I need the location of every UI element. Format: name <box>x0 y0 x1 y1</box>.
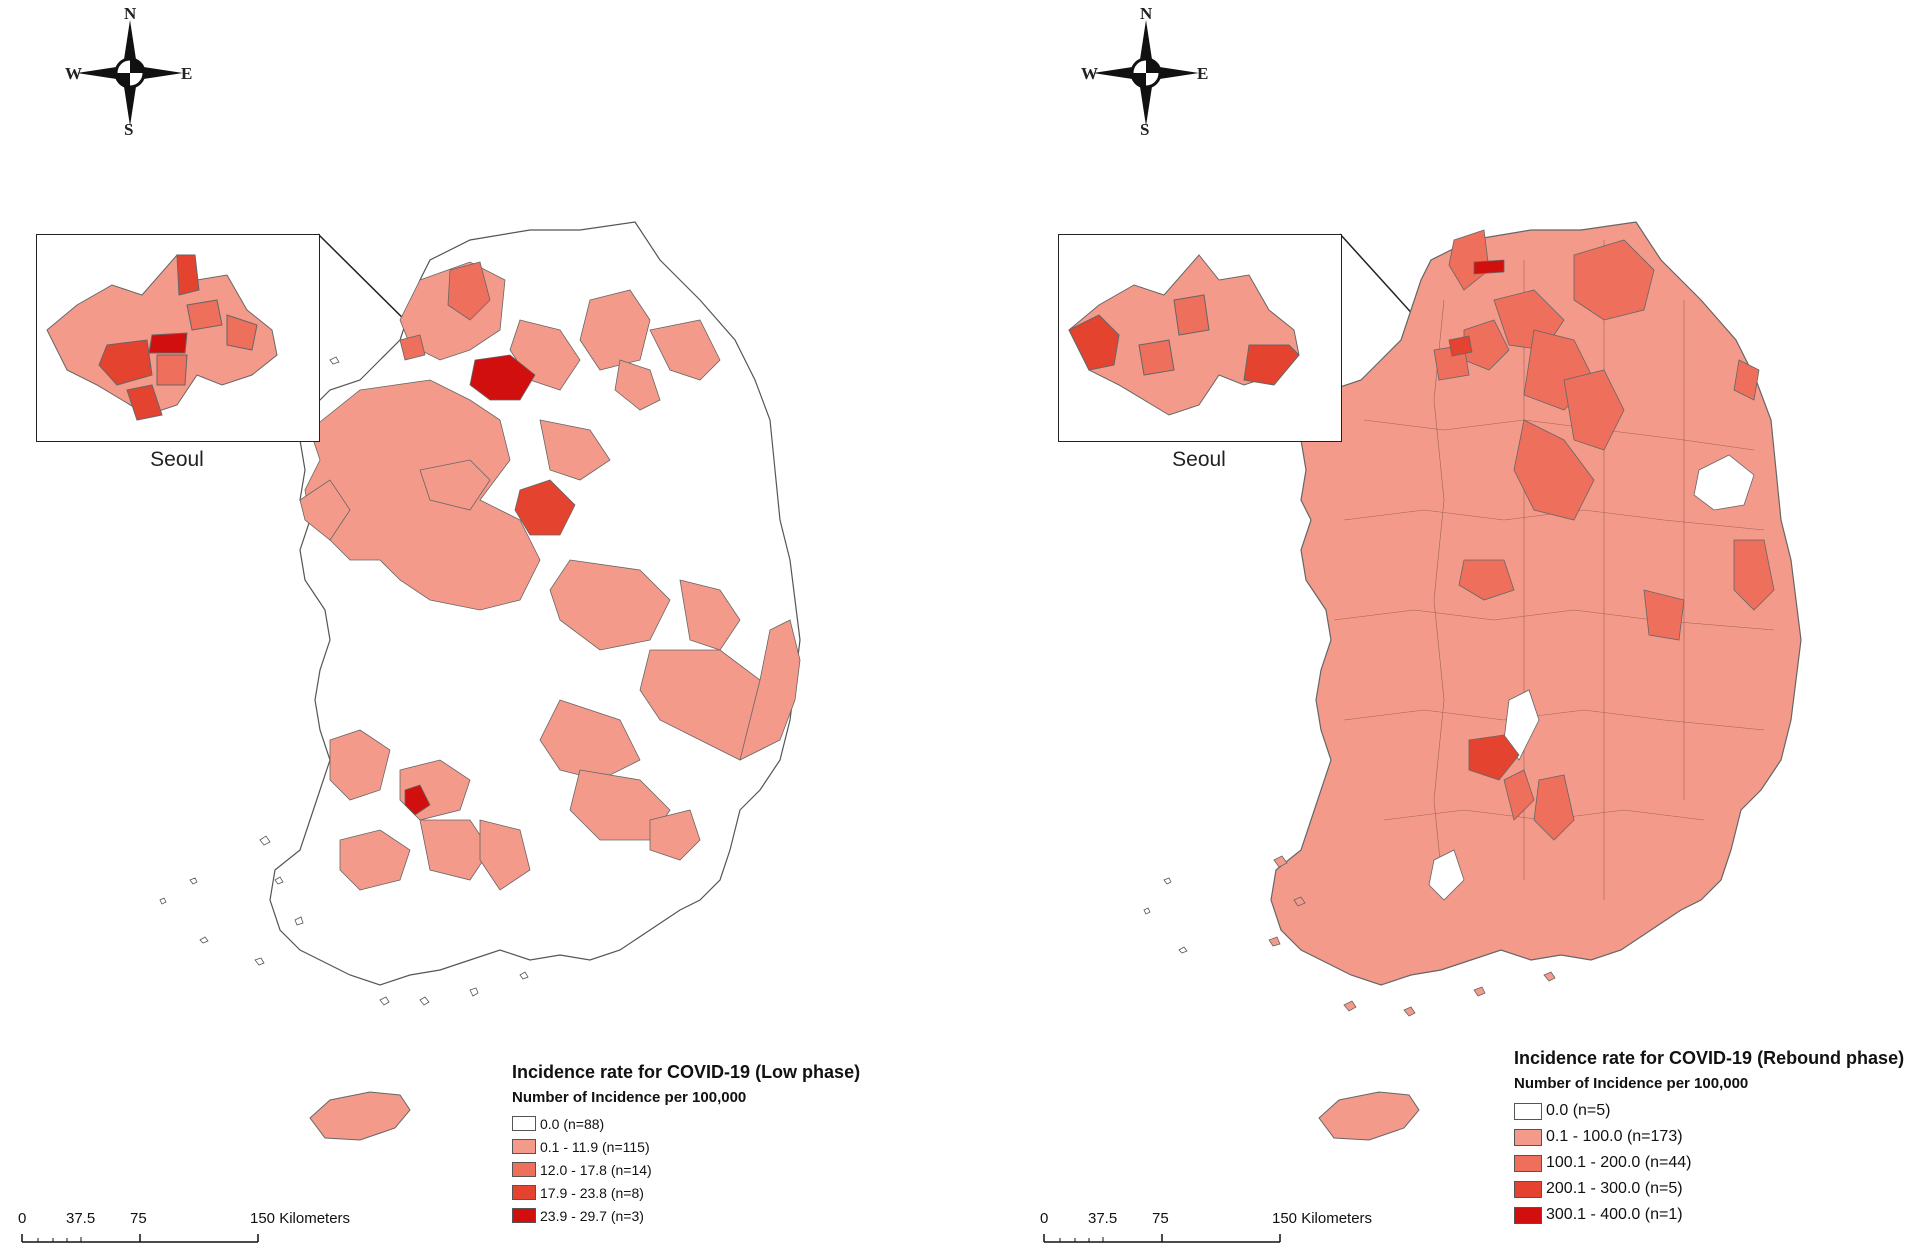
legend-item: 300.1 - 400.0 (n=1) <box>1514 1202 1904 1228</box>
compass-e-label: E <box>181 64 193 83</box>
legend-item: 17.9 - 23.8 (n=8) <box>512 1181 860 1204</box>
legend-swatch <box>512 1116 536 1131</box>
legend-swatch <box>1514 1102 1542 1120</box>
legend-item-label: 100.1 - 200.0 (n=44) <box>1546 1154 1692 1171</box>
scale-tick-label: 0 <box>1040 1210 1049 1227</box>
scale-tick-label: 75 <box>130 1210 147 1227</box>
legend-swatch <box>512 1139 536 1154</box>
seoul-inset-map <box>1058 234 1342 442</box>
legend-subtitle: Number of Incidence per 100,000 <box>512 1089 747 1106</box>
legend-item-label: 0.0 (n=88) <box>540 1115 605 1132</box>
legend-swatch <box>1514 1128 1542 1146</box>
legend-item: 0.0 (n=5) <box>1514 1098 1904 1124</box>
legend-subtitle: Number of Incidence per 100,000 <box>1514 1075 1749 1092</box>
korea-map-low-phase <box>159 221 801 1141</box>
legend-title: Incidence rate for COVID-19 (Low phase) <box>512 1062 861 1082</box>
legend-item: 23.9 - 29.7 (n=3) <box>512 1204 860 1227</box>
legend-item-label: 0.1 - 100.0 (n=173) <box>1546 1128 1683 1145</box>
seoul-inset-label: Seoul <box>150 448 204 471</box>
legend-item: 0.1 - 100.0 (n=173) <box>1514 1124 1904 1150</box>
legend-title: Incidence rate for COVID-19 (Rebound pha… <box>1514 1048 1905 1068</box>
compass-rose-icon: N S E W <box>65 4 195 139</box>
legend-item-label: 17.9 - 23.8 (n=8) <box>540 1184 644 1201</box>
legend-item-label: 200.1 - 300.0 (n=5) <box>1546 1180 1683 1197</box>
scale-tick-label: 75 <box>1152 1210 1169 1227</box>
legend-item: 100.1 - 200.0 (n=44) <box>1514 1150 1904 1176</box>
compass-s-label: S <box>1140 120 1150 139</box>
legend-swatch <box>512 1162 536 1177</box>
compass-n-label: N <box>124 4 137 23</box>
jeju-island <box>1318 1091 1420 1141</box>
legend-swatch <box>1514 1154 1542 1172</box>
compass-w-label: W <box>1081 64 1098 83</box>
legend-low-phase: Incidence rate for COVID-19 (Low phase) … <box>512 1062 860 1227</box>
legend-item: 200.1 - 300.0 (n=5) <box>1514 1176 1904 1202</box>
legend-swatch <box>1514 1206 1542 1224</box>
scale-tick-label: 37.5 <box>66 1210 96 1227</box>
legend-item-label: 12.0 - 17.8 (n=14) <box>540 1161 652 1178</box>
scale-tick-label: 150 Kilometers <box>250 1210 351 1227</box>
korea-map-rebound-phase <box>1143 221 1802 1141</box>
legend-rebound-phase: Incidence rate for COVID-19 (Rebound pha… <box>1514 1048 1904 1228</box>
legend-swatch <box>512 1185 536 1200</box>
scale-tick-label: 37.5 <box>1088 1210 1118 1227</box>
legend-item-label: 0.1 - 11.9 (n=115) <box>540 1138 650 1155</box>
compass-rose-icon: N S E W <box>1081 4 1211 139</box>
right-map-panel: N S E W <box>964 0 1928 1260</box>
compass-n-label: N <box>1140 4 1153 23</box>
legend-item-label: 0.0 (n=5) <box>1546 1102 1611 1119</box>
legend-item: 12.0 - 17.8 (n=14) <box>512 1158 860 1181</box>
legend-item-label: 23.9 - 29.7 (n=3) <box>540 1207 644 1224</box>
seoul-inset-label: Seoul <box>1172 448 1226 471</box>
legend-item-label: 300.1 - 400.0 (n=1) <box>1546 1206 1683 1223</box>
jeju-island <box>309 1091 411 1141</box>
legend-swatch <box>1514 1180 1542 1198</box>
legend-item: 0.0 (n=88) <box>512 1112 860 1135</box>
legend-swatch <box>512 1208 536 1223</box>
legend-item: 0.1 - 11.9 (n=115) <box>512 1135 860 1158</box>
seoul-inset-map <box>36 234 320 442</box>
left-map-panel: N S E W <box>18 4 860 1243</box>
compass-e-label: E <box>1197 64 1209 83</box>
compass-w-label: W <box>65 64 82 83</box>
scale-tick-label: 150 Kilometers <box>1272 1210 1373 1227</box>
compass-s-label: S <box>124 120 134 139</box>
scale-tick-label: 0 <box>18 1210 27 1227</box>
